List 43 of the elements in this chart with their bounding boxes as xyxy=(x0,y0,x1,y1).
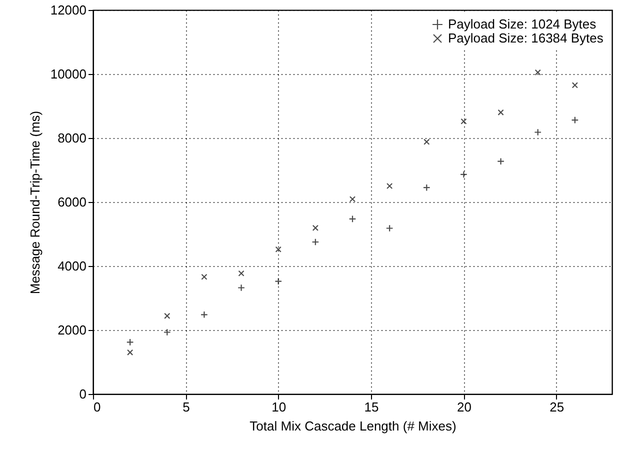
legend-label: Payload Size: 1024 Bytes xyxy=(448,16,597,32)
x-tick-label: 0 xyxy=(94,400,101,414)
point xyxy=(348,215,356,223)
point xyxy=(497,158,504,166)
point xyxy=(126,338,134,346)
point xyxy=(424,138,430,145)
point xyxy=(498,109,504,116)
point xyxy=(238,284,245,292)
x-tick-label: 5 xyxy=(182,400,190,414)
y-tick-label: 12000 xyxy=(50,2,86,18)
point xyxy=(386,182,393,190)
point xyxy=(238,270,244,276)
point xyxy=(534,128,542,136)
point xyxy=(460,170,468,178)
point xyxy=(312,224,319,231)
point xyxy=(126,349,134,356)
y-tick-label: 2000 xyxy=(58,322,86,338)
point xyxy=(164,312,170,319)
point xyxy=(460,118,467,124)
point xyxy=(163,328,171,336)
legend-label: Payload Size: 16384 Bytes xyxy=(448,30,604,46)
y-tick-label: 10000 xyxy=(50,66,86,82)
point xyxy=(349,196,356,202)
point xyxy=(571,116,579,124)
y-tick-label: 0 xyxy=(79,386,86,402)
point xyxy=(275,246,282,252)
point xyxy=(386,224,394,232)
y-tick-label: 4000 xyxy=(58,258,86,274)
x-tick-label: 25 xyxy=(550,400,564,414)
point xyxy=(422,184,430,192)
point xyxy=(274,278,282,286)
y-tick-label: 8000 xyxy=(58,130,86,146)
x-tick-label: 10 xyxy=(272,400,286,414)
x-tick-label: 15 xyxy=(364,400,379,414)
x-tick-label: 20 xyxy=(456,400,472,414)
y-axis-title: Message Round-Trip-Time (ms) xyxy=(27,110,42,294)
x-axis-title: Total Mix Cascade Length (# Mixes) xyxy=(250,418,456,434)
y-tick-label: 6000 xyxy=(58,194,86,210)
point xyxy=(200,310,208,318)
point xyxy=(312,238,320,246)
point xyxy=(534,69,541,76)
point xyxy=(572,82,578,88)
point xyxy=(201,274,208,280)
